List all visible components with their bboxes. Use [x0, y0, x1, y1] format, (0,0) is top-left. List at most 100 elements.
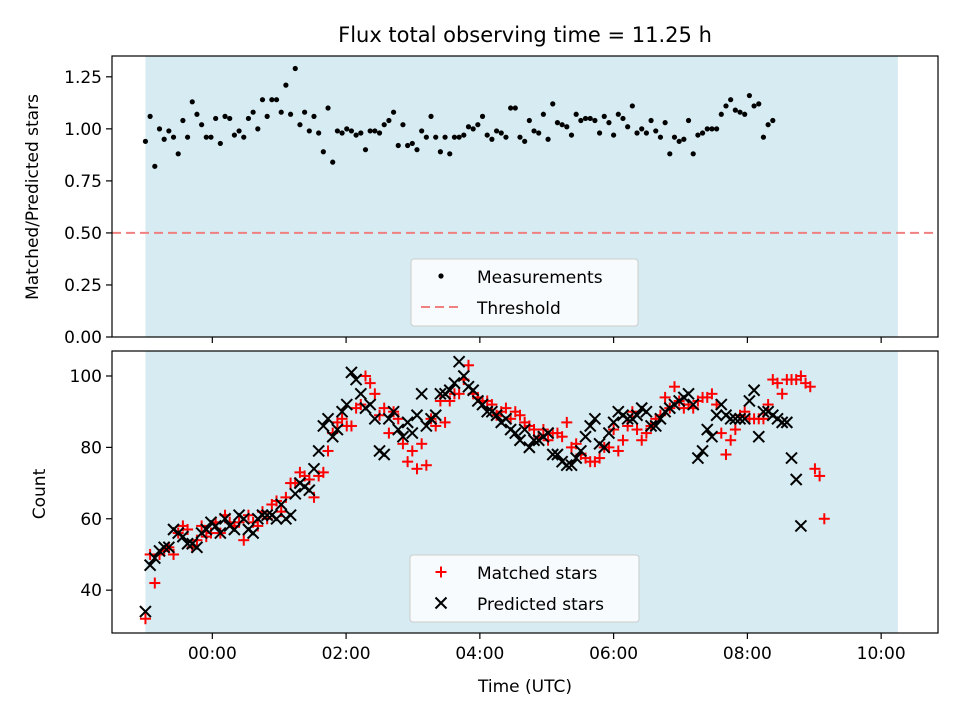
y-tick-label: 80 — [80, 438, 102, 458]
measurement-point — [657, 134, 664, 140]
predicted-star-point — [312, 444, 325, 458]
matched-star-point — [771, 377, 783, 389]
predicted-star-point — [387, 405, 400, 418]
count-x-ticks: 00:00 02:00 04:00 06:00 08:00 10:00 — [188, 633, 906, 664]
measurement-point — [479, 113, 486, 119]
predicted-star-point — [729, 412, 742, 426]
measurement-point — [596, 130, 603, 136]
measurement-point — [278, 109, 284, 115]
legend-measurements-marker — [438, 273, 444, 279]
matched-star-point — [359, 370, 371, 382]
predicted-star-point — [466, 384, 480, 397]
measurement-point — [264, 113, 270, 119]
measurement-point — [756, 101, 762, 107]
predicted-star-point — [401, 416, 414, 429]
matched-star-point — [715, 427, 727, 439]
measurement-point — [620, 115, 626, 122]
measurement-point — [704, 126, 710, 132]
predicted-star-point — [181, 537, 194, 550]
predicted-star-point — [785, 451, 798, 465]
predicted-star-point — [363, 398, 377, 411]
measurement-point — [531, 128, 537, 134]
measurement-point — [372, 128, 378, 134]
measurement-point — [564, 124, 570, 130]
measurement-point — [273, 97, 280, 103]
predicted-star-point — [499, 412, 513, 426]
predicted-star-point — [378, 448, 391, 461]
measurement-point — [316, 130, 322, 136]
measurement-point — [451, 134, 458, 140]
measurement-point — [770, 117, 776, 124]
predicted-star-point — [420, 419, 433, 433]
measurement-point — [573, 111, 579, 117]
measurement-point — [199, 122, 205, 128]
predicted-star-point — [546, 448, 559, 461]
predicted-star-point — [747, 384, 761, 397]
matched-star-point — [809, 463, 821, 475]
measurement-point — [250, 109, 256, 115]
ratio-panel: 0.00 0.25 0.50 0.75 1.00 1.25 Matched/Predict… — [23, 55, 939, 348]
legend-plus — [435, 566, 447, 578]
measurement-point — [400, 122, 406, 128]
predicted-star-point — [457, 369, 471, 383]
matched-star-point — [420, 459, 432, 471]
measurement-point — [629, 103, 635, 109]
measurement-point — [568, 132, 575, 138]
legend-matched-label: Matched stars — [477, 564, 597, 584]
measurement-point — [306, 128, 312, 134]
predicted-star-point — [579, 430, 592, 443]
measurement-point — [283, 82, 289, 88]
predicted-star-point — [218, 512, 232, 525]
measurement-point — [287, 111, 294, 117]
predicted-star-point — [640, 405, 653, 418]
matched-star-point — [514, 409, 526, 421]
measurement-point — [760, 134, 767, 140]
legend-predicted-marker — [434, 596, 448, 610]
measurement-point — [217, 140, 223, 147]
measurement-point — [269, 97, 275, 103]
measurement-point — [442, 134, 448, 140]
predicted-star-point — [757, 405, 770, 418]
predicted-star-point — [518, 423, 531, 436]
x-tick-label: 08:00 — [723, 644, 772, 664]
measurement-point — [236, 128, 242, 134]
matched-star-point — [439, 416, 451, 428]
predicted-star-point — [733, 412, 747, 426]
measurement-point — [699, 130, 706, 136]
matched-star-point — [659, 391, 671, 403]
matched-star-point — [631, 424, 643, 436]
measurement-point — [213, 115, 219, 122]
predicted-star-point — [724, 412, 737, 426]
predicted-star-point — [349, 373, 363, 386]
predicted-star-point — [303, 484, 316, 497]
x-tick-label: 06:00 — [589, 644, 638, 664]
measurement-point — [493, 128, 500, 134]
matched-star-point — [402, 456, 414, 468]
measurement-point — [245, 115, 252, 122]
matched-star-point — [804, 381, 816, 393]
measurement-point — [587, 115, 593, 122]
measurement-point — [358, 130, 364, 136]
matched-star-point — [383, 427, 395, 439]
predicted-star-point — [434, 387, 447, 401]
predicted-star-point — [260, 508, 274, 522]
measurement-point — [643, 130, 649, 136]
measurement-point — [517, 134, 523, 140]
measurement-point — [456, 134, 462, 140]
legend-predicted-label: Predicted stars — [477, 595, 604, 615]
predicted-star-point — [541, 426, 555, 440]
measurement-point — [222, 113, 228, 119]
y-tick-label: 0.50 — [64, 224, 102, 244]
measurement-point — [648, 117, 654, 124]
measurement-point — [362, 147, 369, 153]
predicted-star-point — [743, 394, 756, 408]
predicted-star-point — [598, 441, 611, 454]
predicted-star-point — [588, 412, 602, 426]
measurement-point — [297, 122, 303, 128]
measurement-point — [578, 117, 584, 124]
measurement-point — [718, 111, 724, 117]
measurement-point — [746, 92, 752, 99]
chart-title: Flux total observing time = 11.25 h — [338, 23, 712, 47]
predicted-star-point — [569, 451, 583, 465]
